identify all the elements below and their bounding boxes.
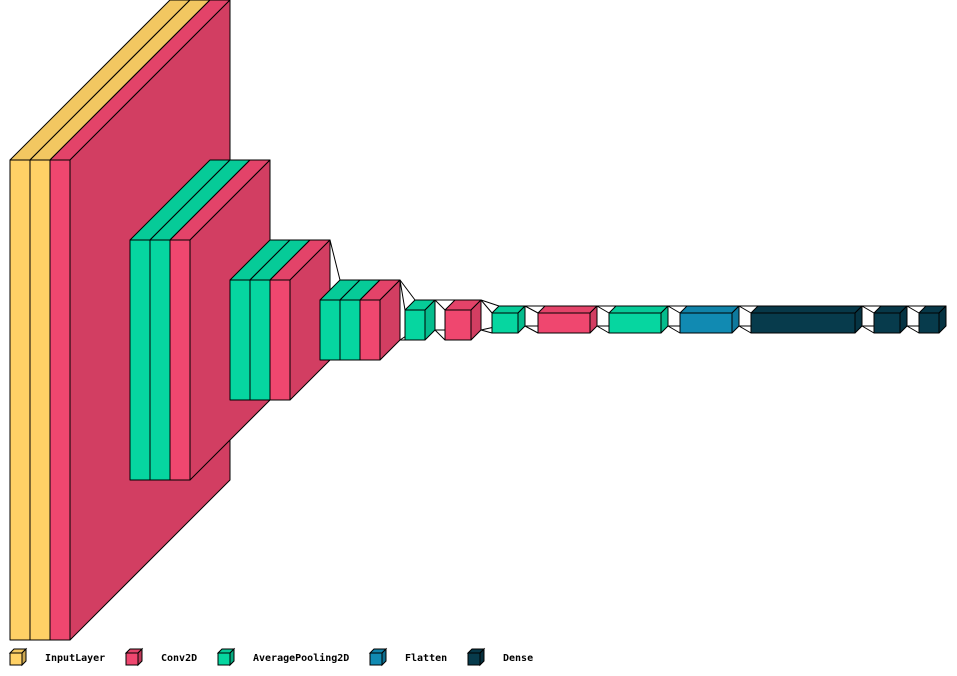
layer-box-averagepooling2d <box>404 299 436 341</box>
layer-box-dense <box>918 305 947 334</box>
connector-line <box>861 305 875 314</box>
legend-label: AveragePooling2D <box>253 652 349 664</box>
legend-swatch-icon <box>216 647 236 667</box>
legend-label: InputLayer <box>45 653 105 664</box>
layer-box-conv2d <box>444 299 482 341</box>
legend-swatch-icon <box>466 647 486 667</box>
layer-box-averagepooling2d <box>491 305 526 334</box>
layer-box-averagepooling2d <box>608 305 669 334</box>
connector-line <box>738 325 752 334</box>
connector-line <box>399 279 416 301</box>
legend: InputLayer Conv2D AveragePooling2D Flatten D… <box>8 647 533 667</box>
connector-line <box>480 299 500 307</box>
layer-box-dense <box>873 305 908 334</box>
layer-box-dense <box>750 305 863 334</box>
connector-line <box>480 299 493 314</box>
connector-line <box>329 239 341 281</box>
connector-line <box>524 305 539 314</box>
connector-line <box>861 325 875 334</box>
connector-line <box>524 325 539 334</box>
connector-line <box>596 325 610 334</box>
connector-line <box>434 329 446 341</box>
layer-box-conv2d <box>537 305 598 334</box>
connector-line <box>596 305 610 314</box>
connector-line <box>906 325 920 334</box>
legend-label: Dense <box>503 653 533 664</box>
connector-line <box>480 329 493 334</box>
connector-line <box>906 305 920 314</box>
connector-line <box>738 305 752 314</box>
layer-box-flatten <box>679 305 740 334</box>
connector-line <box>399 279 406 311</box>
legend-label: Flatten <box>405 653 447 664</box>
layer-box-conv2d <box>359 279 401 361</box>
connector-line <box>667 305 681 314</box>
connector-line <box>434 299 446 311</box>
legend-swatch-icon <box>124 647 144 667</box>
layer-boxes <box>9 0 947 641</box>
legend-label: Conv2D <box>161 653 197 664</box>
legend-swatch-icon <box>8 647 28 667</box>
connector-line <box>667 325 681 334</box>
legend-swatch-icon <box>368 647 388 667</box>
